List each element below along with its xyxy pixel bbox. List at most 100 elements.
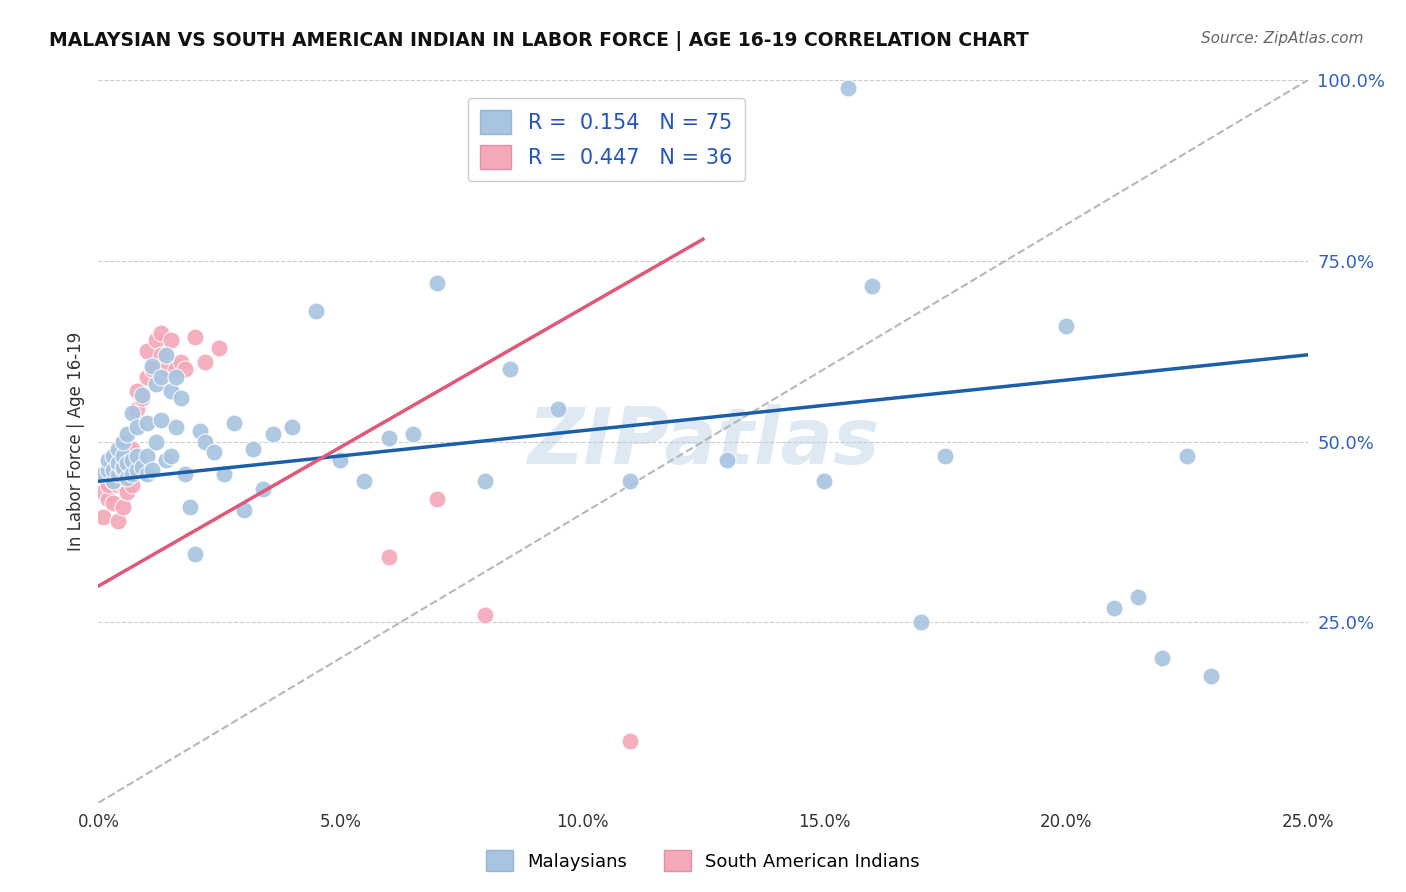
Point [165,420,187,434]
Point [474,475,496,489]
Point [208,341,231,355]
Point [1102,600,1125,615]
Point [165,362,187,376]
Point [262,427,284,442]
Point [121,452,143,467]
Point [377,550,399,565]
Point [121,467,143,481]
Point [101,449,124,463]
Point [498,362,520,376]
Point [169,391,191,405]
Point [222,417,245,431]
Point [111,449,134,463]
Point [619,475,641,489]
Point [169,355,191,369]
Point [127,449,149,463]
Point [474,607,496,622]
Point [934,449,956,463]
Point [101,496,124,510]
Y-axis label: In Labor Force | Age 16-19: In Labor Force | Age 16-19 [66,332,84,551]
Point [145,434,167,449]
Point [179,500,201,514]
Point [160,334,183,348]
Point [204,445,226,459]
Point [860,279,883,293]
Point [252,482,274,496]
Point [127,463,149,477]
Point [111,463,134,477]
Point [131,387,153,401]
Point [91,485,114,500]
Point [97,492,120,507]
Point [150,369,173,384]
Point [212,467,235,481]
Point [127,384,149,398]
Point [111,463,134,477]
Point [101,475,124,489]
Point [111,500,134,514]
Point [160,449,183,463]
Point [135,417,157,431]
Point [121,478,143,492]
Point [1199,669,1222,683]
Point [547,402,569,417]
Point [141,359,163,373]
Point [97,478,120,492]
Point [305,304,328,318]
Text: MALAYSIAN VS SOUTH AMERICAN INDIAN IN LABOR FORCE | AGE 16-19 CORRELATION CHART: MALAYSIAN VS SOUTH AMERICAN INDIAN IN LA… [49,31,1029,51]
Point [97,452,120,467]
Point [117,470,139,484]
Point [127,420,149,434]
Point [107,514,129,528]
Point [160,384,183,398]
Point [329,452,352,467]
Point [1152,651,1174,665]
Point [165,369,187,384]
Point [97,463,120,477]
Point [91,467,114,481]
Point [910,615,932,630]
Legend: Malaysians, South American Indians: Malaysians, South American Indians [479,843,927,879]
Point [155,348,177,362]
Point [135,344,157,359]
Point [174,362,197,376]
Point [111,459,134,474]
Point [141,362,163,376]
Point [135,449,157,463]
Point [716,452,738,467]
Point [107,456,129,470]
Point [111,478,134,492]
Point [135,369,157,384]
Point [117,427,139,442]
Point [281,420,304,434]
Point [121,442,143,456]
Point [131,391,153,405]
Point [150,413,173,427]
Point [107,467,129,481]
Point [91,510,114,524]
Point [111,434,134,449]
Point [127,402,149,417]
Point [184,330,207,344]
Point [174,467,197,481]
Point [402,427,425,442]
Point [131,459,153,474]
Point [813,475,835,489]
Point [141,463,163,477]
Point [145,376,167,391]
Point [117,485,139,500]
Point [353,475,375,489]
Point [121,406,143,420]
Point [155,362,177,376]
Point [117,456,139,470]
Point [377,431,399,445]
Point [107,478,129,492]
Point [101,475,124,489]
Point [1128,590,1150,604]
Point [135,467,157,481]
Point [837,80,859,95]
Point [426,492,449,507]
Point [101,463,124,477]
Point [426,276,449,290]
Legend: R =  0.154   N = 75, R =  0.447   N = 36: R = 0.154 N = 75, R = 0.447 N = 36 [468,98,745,181]
